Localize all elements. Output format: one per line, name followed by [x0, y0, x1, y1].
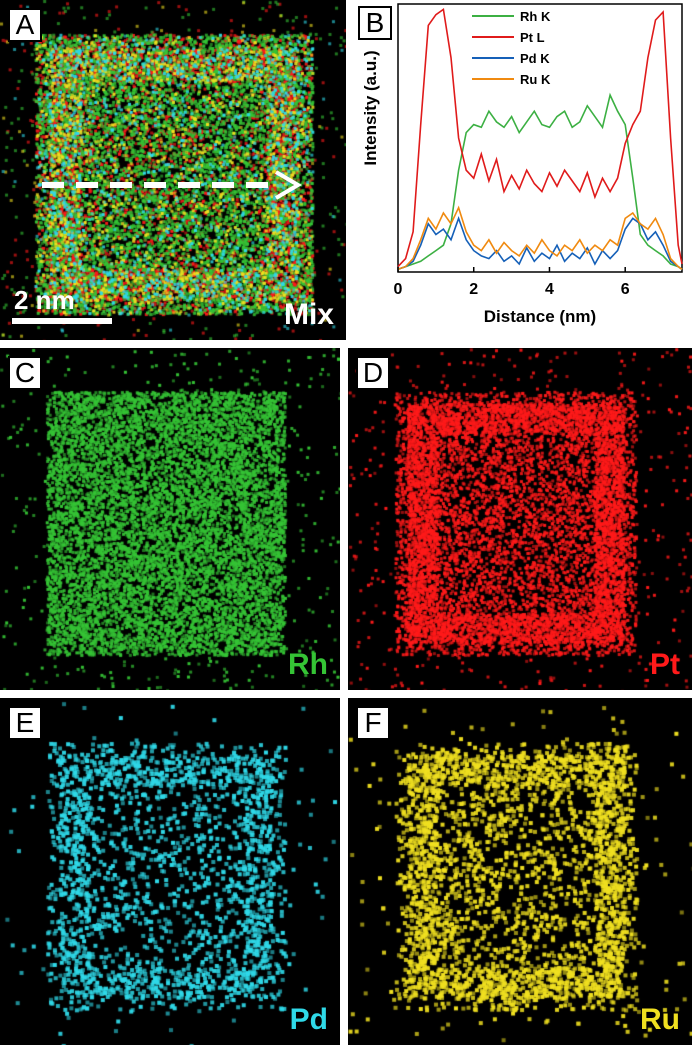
panel-label-e: E [8, 706, 42, 740]
panel-label-c: C [8, 356, 42, 390]
element-label-ru: Ru [640, 1003, 680, 1036]
panel-d-pt-map: D Pt [348, 348, 692, 690]
element-label-pt: Pt [650, 648, 680, 681]
line-scan-arrow [42, 170, 302, 200]
legend-label-2: Pd K [520, 51, 550, 66]
series-line-0 [397, 92, 683, 271]
element-label-mix: Mix [283, 298, 334, 331]
x-tick-label-2: 4 [545, 281, 554, 298]
pt-map-image [348, 348, 692, 690]
ru-map-image [348, 698, 692, 1045]
element-label-rh: Rh [288, 648, 328, 681]
series-line-1 [397, 8, 683, 268]
panel-a-mix-map: A 2 nm Mix [0, 0, 346, 340]
element-label-pd: Pd [289, 1003, 328, 1036]
panel-e-pd-map: E Pd [0, 698, 340, 1045]
panel-c-rh-map: C Rh [0, 348, 340, 690]
panel-label-b: B [358, 6, 392, 40]
rh-map-image [0, 348, 340, 690]
panel-label-f: F [356, 706, 390, 740]
scalebar [12, 318, 112, 324]
x-axis-label: Distance (nm) [484, 307, 596, 326]
panel-b-line-profile: B Rh K Pt L Pd K Ru K 0 2 4 6 Distance (nm) Inten… [346, 0, 692, 340]
panel-f-ru-map: F Ru [348, 698, 692, 1045]
series-line-3 [397, 205, 683, 271]
x-tick-label-0: 0 [394, 281, 403, 298]
x-tick-label-1: 2 [469, 281, 478, 298]
legend-label-1: Pt L [520, 30, 545, 45]
series-line-2 [397, 216, 683, 271]
legend-label-0: Rh K [520, 9, 551, 24]
plot-frame [397, 3, 683, 273]
x-tick-label-3: 6 [621, 281, 630, 298]
pd-map-image [0, 698, 340, 1045]
scalebar-label: 2 nm [14, 285, 75, 315]
line-profile-chart: Rh K Pt L Pd K Ru K 0 2 4 6 Distance (nm) Intensi… [361, 3, 683, 326]
y-axis-label: Intensity (a.u.) [361, 50, 380, 165]
mix-map-image [0, 0, 346, 340]
panel-label-d: D [356, 356, 390, 390]
panel-label-a: A [8, 8, 42, 42]
legend-label-3: Ru K [520, 72, 551, 87]
